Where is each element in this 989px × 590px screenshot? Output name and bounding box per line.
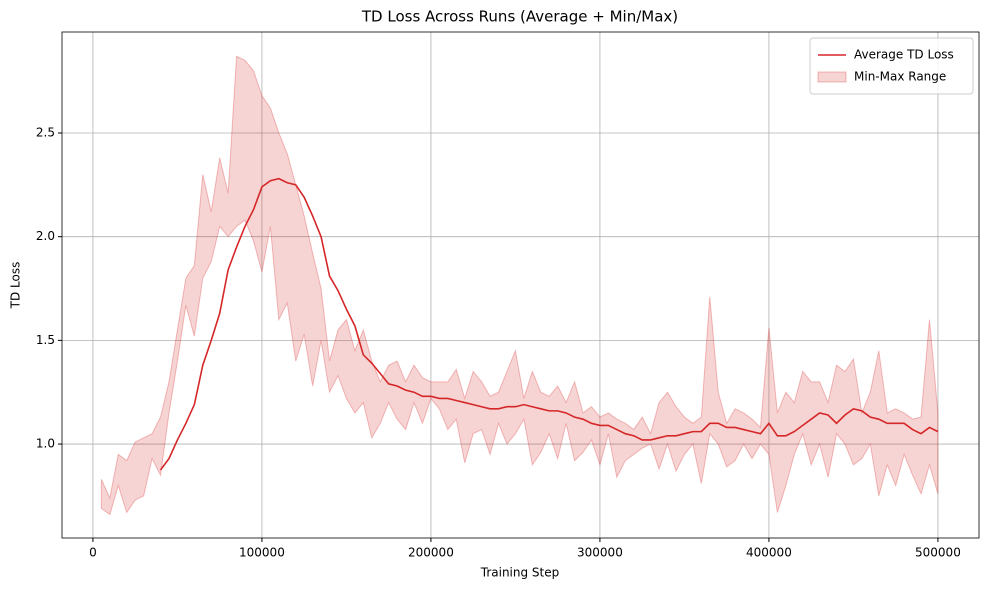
legend-box bbox=[809, 37, 974, 95]
average-line bbox=[159, 177, 939, 471]
legend-label: Min-Max Range bbox=[854, 70, 946, 84]
min-max-band bbox=[100, 55, 939, 516]
y-tick-label: 1.0 bbox=[36, 437, 55, 451]
y-tick-label: 2.0 bbox=[36, 229, 55, 243]
x-tick-label: 400000 bbox=[746, 546, 792, 560]
y-axis-label: TD Loss bbox=[9, 262, 23, 310]
chart-title: TD Loss Across Runs (Average + Min/Max) bbox=[361, 8, 678, 26]
x-tick-label: 100000 bbox=[239, 546, 285, 560]
x-tick-label: 200000 bbox=[408, 546, 454, 560]
x-tick-label: 500000 bbox=[915, 546, 961, 560]
y-tick-label: 1.5 bbox=[36, 333, 55, 347]
x-tick-label: 300000 bbox=[577, 546, 623, 560]
legend-label: Average TD Loss bbox=[854, 48, 954, 62]
legend-swatch bbox=[817, 71, 847, 83]
x-axis-label: Training Step bbox=[480, 566, 560, 580]
y-tick-label: 2.5 bbox=[36, 125, 55, 139]
legend: Average TD Loss Min-Max Range bbox=[809, 37, 974, 95]
x-tick-label: 0 bbox=[89, 546, 97, 560]
plot-frame bbox=[61, 31, 980, 539]
